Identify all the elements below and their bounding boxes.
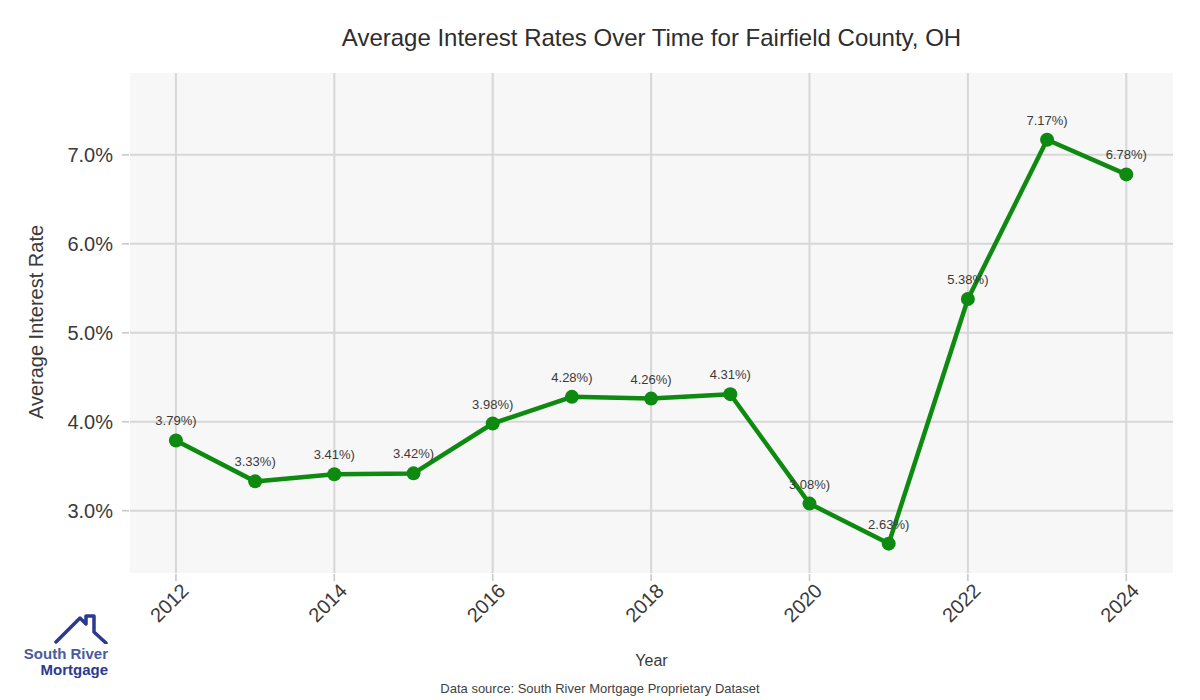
y-tick-label: 4.0% (67, 411, 113, 433)
data-point-label: 5.38%) (947, 272, 988, 287)
logo-text-line1: South River (22, 645, 108, 662)
data-source-note: Data source: South River Mortgage Propri… (0, 681, 1200, 696)
data-point-marker (1119, 167, 1133, 181)
y-tick-label: 6.0% (67, 233, 113, 255)
x-tick-label: 2012 (146, 579, 193, 626)
chart-title: Average Interest Rates Over Time for Fai… (130, 24, 1173, 52)
data-point-marker (407, 466, 421, 480)
data-point-label: 3.42%) (393, 446, 434, 461)
data-point-marker (327, 467, 341, 481)
data-point-marker (169, 433, 183, 447)
logo-text-line2: Mortgage (22, 662, 108, 678)
x-tick-label: 2014 (304, 579, 351, 626)
data-point-marker (248, 474, 262, 488)
data-point-label: 7.17%) (1026, 113, 1067, 128)
data-point-label: 3.41%) (314, 447, 355, 462)
y-tick-label: 5.0% (67, 322, 113, 344)
data-point-marker (961, 292, 975, 306)
x-tick-label: 2024 (1096, 579, 1143, 626)
data-point-label: 3.79%) (155, 413, 196, 428)
data-point-marker (1040, 133, 1054, 147)
y-axis-title: Average Interest Rate (25, 225, 48, 419)
data-point-label: 4.28%) (551, 370, 592, 385)
south-river-mortgage-logo: South River Mortgage (22, 614, 108, 678)
x-tick-label: 2022 (938, 579, 985, 626)
x-axis-title: Year (130, 652, 1173, 670)
data-point-marker (882, 537, 896, 551)
data-point-label: 6.78%) (1106, 147, 1147, 162)
data-point-label: 3.33%) (235, 454, 276, 469)
data-point-label: 4.31%) (710, 367, 751, 382)
x-tick-label: 2016 (463, 579, 510, 626)
data-point-marker (565, 390, 579, 404)
data-point-marker (723, 387, 737, 401)
x-tick-label: 2020 (779, 579, 826, 626)
data-point-label: 2.63%) (868, 517, 909, 532)
y-tick-label: 7.0% (67, 144, 113, 166)
y-tick-label: 3.0% (67, 500, 113, 522)
x-tick-label: 2018 (621, 579, 668, 626)
data-point-marker (802, 497, 816, 511)
data-point-label: 3.98%) (472, 397, 513, 412)
data-point-marker (486, 417, 500, 431)
figure: 3.0% 4.0% 5.0% 6.0% 7.0% 2012 2014 2016 2018 2020… (0, 0, 1200, 700)
data-point-label: 3.08%) (789, 477, 830, 492)
data-point-marker (644, 392, 658, 406)
house-roof-path (56, 616, 106, 643)
data-point-label: 4.26%) (631, 372, 672, 387)
line-chart: 3.0% 4.0% 5.0% 6.0% 7.0% 2012 2014 2016 2018 2020… (0, 0, 1200, 700)
house-roof-icon (54, 614, 108, 644)
